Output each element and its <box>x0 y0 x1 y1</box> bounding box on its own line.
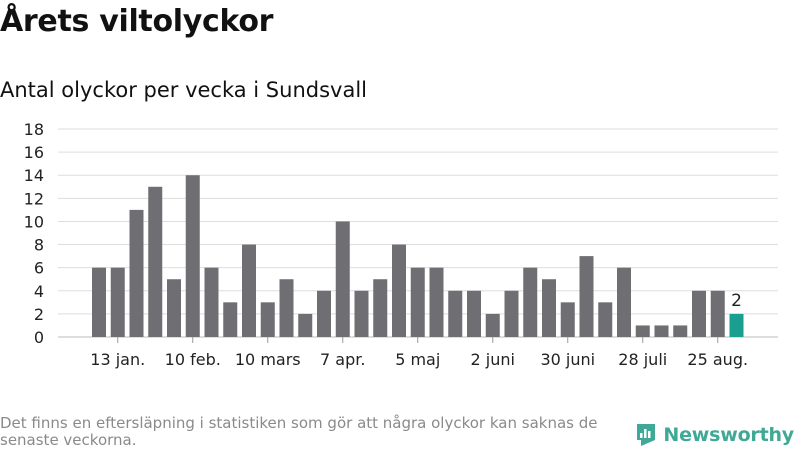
bar <box>485 313 500 337</box>
bar <box>429 267 444 337</box>
bar <box>448 290 463 337</box>
bar <box>392 244 406 337</box>
x-tick-label: 10 mars <box>235 350 301 369</box>
bar <box>692 290 706 337</box>
x-tick-label: 13 jan. <box>90 350 145 369</box>
highlighted-bar <box>729 313 744 337</box>
bar <box>167 279 181 337</box>
bar <box>373 279 388 337</box>
bar <box>129 209 144 337</box>
bar <box>298 313 313 337</box>
bar <box>185 175 200 337</box>
x-tick-label: 30 juni <box>540 350 595 369</box>
bar <box>654 325 669 337</box>
bar-chart: 0 2 4 6 8 10 12 14 16 18 2 13 jan. 10 feb. 10 mars 7 a… <box>24 120 778 369</box>
y-tick-label: 14 <box>24 166 44 185</box>
y-tick-label: 8 <box>34 236 44 255</box>
bar <box>542 279 556 337</box>
y-tick-label: 16 <box>24 143 44 162</box>
x-tick-label: 7 apr. <box>320 350 365 369</box>
bar <box>335 221 350 337</box>
chart-title: Årets viltolyckor <box>0 4 274 39</box>
y-tick-label: 4 <box>34 282 44 301</box>
bar <box>354 290 369 337</box>
bar <box>260 302 275 337</box>
bar <box>710 290 725 337</box>
bar <box>148 186 163 337</box>
bar <box>617 267 631 337</box>
x-tick-label: 5 maj <box>395 350 440 369</box>
footnote: Det finns en eftersläpning i statistiken… <box>0 414 598 449</box>
bar <box>560 302 575 337</box>
bar <box>279 279 294 337</box>
bar <box>523 267 538 337</box>
bar <box>467 290 481 337</box>
y-tick-label: 18 <box>24 120 44 139</box>
bar <box>242 244 256 337</box>
chart-subtitle: Antal olyckor per vecka i Sundsvall <box>0 78 367 102</box>
bar <box>223 302 238 337</box>
x-tick-label: 10 feb. <box>165 350 221 369</box>
data-label: 2 <box>731 291 742 311</box>
bar <box>410 267 425 337</box>
y-tick-label: 0 <box>34 328 44 347</box>
bar <box>92 267 106 337</box>
bar <box>504 290 519 337</box>
logo-text: Newsworthy <box>663 424 794 446</box>
bar <box>579 256 594 337</box>
bar <box>673 325 688 337</box>
y-tick-label: 6 <box>34 259 44 278</box>
bar-chart-logo-icon <box>637 424 656 446</box>
bar <box>317 290 331 337</box>
y-tick-label: 2 <box>34 305 44 324</box>
x-tick-label: 25 aug. <box>687 350 748 369</box>
bar <box>110 267 125 337</box>
bar <box>598 302 613 337</box>
bar <box>204 267 219 337</box>
y-tick-label: 12 <box>24 189 44 208</box>
x-tick-label: 2 juni <box>471 350 515 369</box>
x-tick-label: 28 juli <box>618 350 667 369</box>
newsworthy-logo: Newsworthy <box>635 420 794 450</box>
bar <box>635 325 650 337</box>
y-tick-label: 10 <box>24 212 44 231</box>
